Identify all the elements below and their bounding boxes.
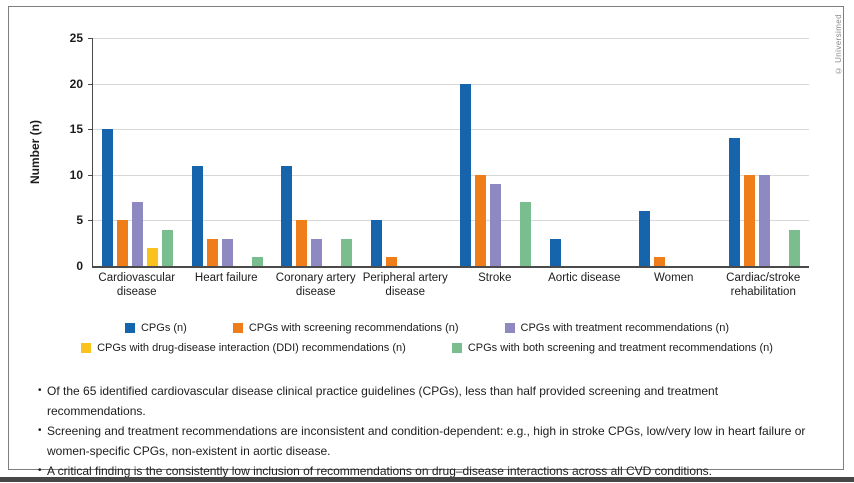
gridline bbox=[93, 38, 809, 39]
bar bbox=[311, 238, 323, 266]
bar bbox=[281, 165, 293, 266]
bar bbox=[758, 174, 770, 266]
figure-frame bbox=[8, 6, 844, 470]
bar bbox=[460, 83, 472, 266]
bar bbox=[520, 202, 532, 266]
legend-swatch bbox=[451, 343, 462, 353]
bar bbox=[251, 256, 263, 266]
bar bbox=[191, 165, 203, 266]
bullet-icon: • bbox=[38, 385, 42, 396]
legend-swatch bbox=[504, 323, 515, 333]
x-axis-label: Heart failure bbox=[194, 272, 258, 284]
x-axis-label: Women bbox=[654, 272, 694, 284]
legend-label: CPGs (n) bbox=[140, 322, 187, 334]
copyright-text: © Universimed bbox=[834, 14, 843, 75]
x-axis-label: Stroke bbox=[478, 272, 512, 284]
y-tick-label: 10 bbox=[69, 167, 83, 182]
bar-groups bbox=[93, 38, 809, 266]
y-axis-title-box: Number (n) bbox=[24, 38, 46, 266]
y-tick-mark bbox=[88, 174, 93, 176]
bar-group bbox=[541, 38, 631, 266]
note-item: • A critical finding is the consistently … bbox=[38, 461, 818, 481]
legend-label: CPGs with both screening and treatment r… bbox=[467, 342, 773, 354]
x-axis-label: Cardiac/stroke rehabilitation bbox=[726, 272, 801, 298]
bar bbox=[385, 256, 397, 266]
bar-group bbox=[183, 38, 273, 266]
legend-row-2: CPGs with drug-disease interaction (DDI)… bbox=[81, 342, 773, 354]
legend-item: CPGs with treatment recommendations (n) bbox=[504, 322, 729, 334]
y-axis-title: Number (n) bbox=[28, 120, 42, 184]
bar bbox=[475, 174, 487, 266]
gridline bbox=[93, 83, 809, 85]
note-text: Of the 65 identified cardiovascular dise… bbox=[47, 384, 719, 418]
y-tick-label: 20 bbox=[69, 76, 83, 91]
bar bbox=[743, 174, 755, 266]
bar bbox=[639, 211, 651, 266]
bar bbox=[728, 138, 740, 266]
bottom-divider-bar bbox=[0, 477, 854, 482]
y-tick-label: 5 bbox=[76, 213, 83, 228]
y-tick-mark bbox=[88, 129, 93, 131]
legend-label: CPGs with drug-disease interaction (DDI)… bbox=[97, 342, 406, 354]
bar-group bbox=[630, 38, 720, 266]
bar bbox=[132, 202, 144, 266]
x-axis-label: Coronary artery disease bbox=[275, 272, 356, 298]
y-tick-label: 25 bbox=[69, 31, 83, 45]
gridline bbox=[93, 174, 809, 176]
bar bbox=[147, 247, 159, 266]
legend-label: CPGs with treatment recommendations (n) bbox=[520, 322, 729, 334]
bar-group bbox=[451, 38, 541, 266]
bar bbox=[162, 229, 174, 266]
legend-swatch bbox=[124, 323, 135, 333]
y-tick-mark bbox=[88, 220, 93, 222]
bar bbox=[341, 238, 353, 266]
note-text: A critical finding is the consistently l… bbox=[47, 464, 712, 478]
legend-row-1: CPGs (n) CPGs with screening recommendati… bbox=[124, 322, 729, 334]
bar bbox=[117, 220, 129, 266]
bar bbox=[206, 238, 218, 266]
bar bbox=[788, 229, 800, 266]
y-tick-label: 0 bbox=[76, 259, 83, 273]
bar-group bbox=[93, 38, 183, 266]
y-tick-label: 15 bbox=[69, 122, 83, 137]
bar-group bbox=[272, 38, 362, 266]
bar bbox=[221, 238, 233, 266]
legend-item: CPGs (n) bbox=[124, 322, 187, 334]
bar-group bbox=[720, 38, 810, 266]
bar bbox=[296, 220, 308, 266]
x-axis-label: Cardiovascular disease bbox=[98, 272, 176, 298]
bar bbox=[549, 238, 561, 266]
gridline bbox=[93, 129, 809, 131]
legend-swatch bbox=[232, 323, 243, 333]
x-axis-label: Aortic disease bbox=[548, 272, 621, 284]
note-item: • Screening and treatment recommendations… bbox=[38, 421, 818, 461]
legend-item: CPGs with drug-disease interaction (DDI)… bbox=[81, 342, 406, 354]
note-text: Screening and treatment recommendations … bbox=[47, 424, 806, 458]
bullet-icon: • bbox=[38, 425, 42, 436]
bar bbox=[490, 183, 502, 266]
bar bbox=[102, 129, 114, 266]
bullet-icon: • bbox=[38, 465, 42, 476]
plot-area: 0 5 10 15 20 25 bbox=[70, 31, 809, 273]
legend-swatch bbox=[81, 343, 92, 353]
bar-group bbox=[362, 38, 452, 266]
bar bbox=[370, 220, 382, 266]
note-item: • Of the 65 identified cardiovascular dis… bbox=[38, 381, 818, 421]
bar bbox=[654, 256, 666, 266]
legend-item: CPGs with screening recommendations (n) bbox=[232, 322, 459, 334]
gridline bbox=[93, 220, 809, 222]
legend-label: CPGs with screening recommendations (n) bbox=[248, 322, 459, 334]
x-axis-label: Peripheral artery disease bbox=[362, 272, 448, 298]
legend: CPGs (n) CPGs with screening recommendati… bbox=[0, 322, 854, 354]
legend-item: CPGs with both screening and treatment r… bbox=[451, 342, 773, 354]
key-findings-list: • Of the 65 identified cardiovascular dis… bbox=[38, 381, 818, 481]
y-tick-mark bbox=[88, 38, 93, 39]
x-axis-labels: Cardiovascular disease Heart failure Coron… bbox=[92, 271, 808, 299]
y-tick-mark bbox=[88, 83, 93, 85]
